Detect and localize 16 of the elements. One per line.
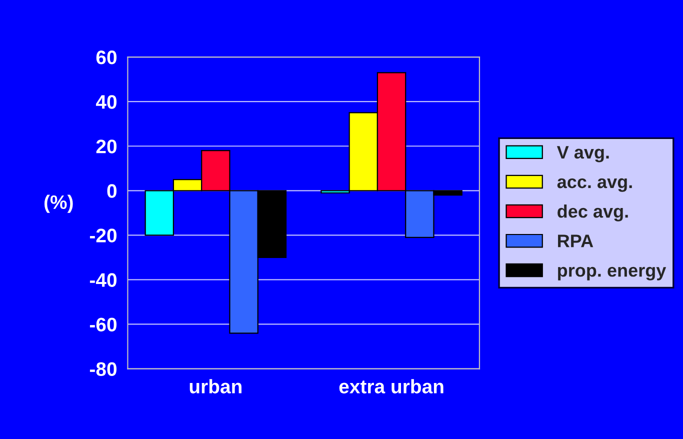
y-tick-label: -80 xyxy=(90,362,117,376)
legend-label: dec avg. xyxy=(558,204,628,222)
y-tick-label: 60 xyxy=(96,50,117,64)
x-tick-label: extra urban xyxy=(339,379,444,394)
y-tick-label: -20 xyxy=(90,228,117,242)
y-tick-label: 40 xyxy=(96,95,117,109)
y-tick-label: -60 xyxy=(90,318,117,332)
x-tick-label: urban xyxy=(190,379,242,394)
y-tick-label: -40 xyxy=(90,273,117,287)
legend-label: acc. avg. xyxy=(557,178,632,192)
legend-label: prop. energy xyxy=(558,266,666,280)
y-tick-label: 20 xyxy=(96,140,117,154)
y-tick-label: 0 xyxy=(107,184,117,198)
y-axis-title: (%) xyxy=(44,194,73,213)
legend-label: V avg. xyxy=(556,146,609,162)
legend-label: RPA xyxy=(558,234,594,248)
